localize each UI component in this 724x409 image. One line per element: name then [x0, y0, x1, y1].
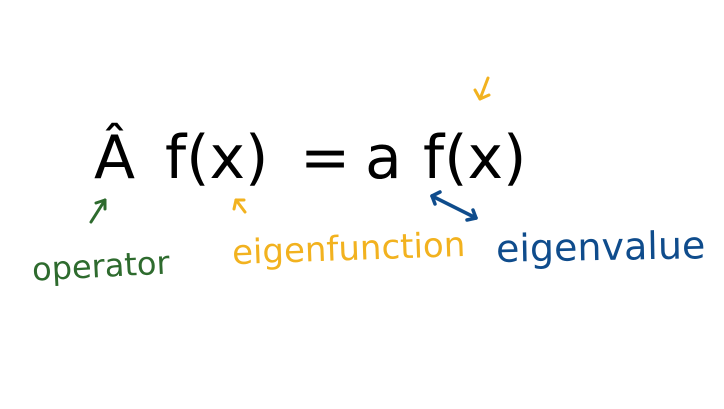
eigenfunction-right: f(x): [423, 123, 527, 193]
operator-symbol: Â: [94, 123, 136, 193]
eigenvalue-label: eigenvalue: [495, 223, 706, 271]
eigenfunction-top-arrow-icon: [473, 76, 491, 101]
equals-sign: =: [300, 123, 351, 193]
operator-arrow-icon: [89, 198, 107, 224]
eigenfunction-left: f(x): [165, 123, 269, 193]
eigenvalue-symbol: a: [365, 123, 402, 193]
operator-label: operator: [31, 243, 171, 289]
eigenvalue-arrow-icon: [430, 190, 478, 222]
eigenfunction-label: eigenfunction: [231, 224, 466, 274]
eigenfunction-arrow-icon: [232, 198, 247, 214]
